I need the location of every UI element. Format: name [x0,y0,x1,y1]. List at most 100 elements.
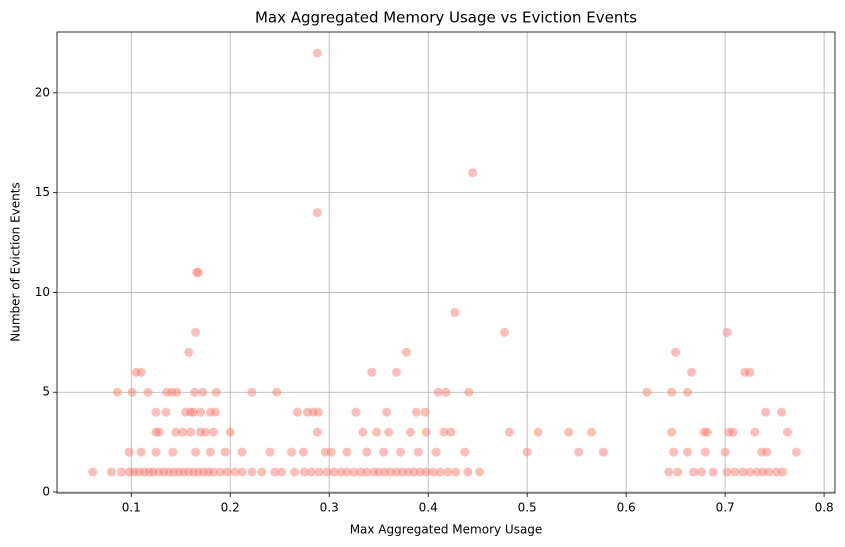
point [413,447,423,457]
point [358,427,368,437]
y-tick-label: 10 [35,285,50,299]
point [225,427,235,437]
x-tick-label: 0.2 [221,501,240,515]
point [728,427,738,437]
point [136,447,146,457]
point [750,427,760,437]
point [168,447,178,457]
point [443,467,453,477]
point [362,467,372,477]
point [299,467,309,477]
point [533,427,543,437]
point [191,327,201,337]
point [112,387,122,397]
point [439,427,449,437]
point [401,347,411,357]
point [664,467,674,477]
x-axis-label: Max Aggregated Memory Usage [350,523,543,537]
point [762,447,772,457]
point [151,407,161,417]
point [696,467,706,477]
point [504,427,514,437]
point [745,467,755,477]
point [184,347,194,357]
point [420,407,430,417]
point [247,467,257,477]
point [468,168,478,178]
point [411,407,421,417]
point [329,467,339,477]
chart-title: Max Aggregated Memory Usage vs Eviction … [255,9,637,27]
point [673,467,683,477]
point [290,467,300,477]
point [136,367,146,377]
point [306,467,316,477]
grid [57,32,835,493]
point [738,467,748,477]
point [720,447,730,457]
point [277,467,287,477]
point [272,387,282,397]
point [522,447,532,457]
point [367,367,377,377]
x-tick-label: 0.6 [617,501,636,515]
point [265,447,275,457]
point [127,387,137,397]
point [208,427,218,437]
point [688,467,698,477]
x-tick-label: 0.8 [815,501,834,515]
point [171,427,181,437]
point [431,447,441,457]
point [669,447,679,457]
point [463,467,473,477]
point [702,427,712,437]
point [587,427,597,437]
point [499,327,509,337]
point [298,447,308,457]
point [433,387,443,397]
x-tick-label: 0.5 [518,501,537,515]
y-tick-label: 20 [35,85,50,99]
point [313,407,323,417]
point [351,407,361,417]
point [220,447,230,457]
point [671,347,681,357]
point [428,467,438,477]
point [686,367,696,377]
point [314,467,324,477]
point [451,467,461,477]
point [395,447,405,457]
point [215,467,225,477]
point [700,447,710,457]
point [222,467,232,477]
x-tick-label: 0.1 [122,501,141,515]
points [88,48,801,477]
y-tick-label: 0 [42,485,50,499]
point [270,467,280,477]
x-tick-label: 0.7 [716,501,735,515]
point [211,387,221,397]
point [460,447,470,457]
point [293,407,303,417]
y-axis-label: Number of Eviction Events [9,182,23,341]
point [189,407,199,417]
point [200,427,210,437]
point [392,367,402,377]
x-tick-label: 0.4 [419,501,438,515]
point [342,447,352,457]
point [124,447,134,457]
point [450,307,460,317]
point [342,467,352,477]
point [287,447,297,457]
point [435,467,445,477]
point [172,387,182,397]
point [210,407,220,417]
point [191,447,201,457]
point [151,447,161,457]
point [88,467,98,477]
point [683,447,693,457]
point [421,467,431,477]
point [116,467,126,477]
point [194,267,204,277]
point [257,467,267,477]
